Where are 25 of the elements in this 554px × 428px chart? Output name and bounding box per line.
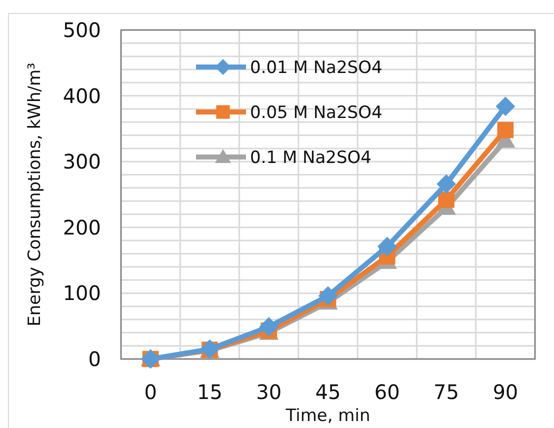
legend-label: 0.05 M Na2SO4 [250,102,382,123]
y-tick-label: 100 [62,281,101,306]
point [497,122,514,138]
x-tick-label: 30 [256,380,282,404]
x-tick-label: 90 [492,380,518,404]
y-tick-label: 300 [62,150,101,174]
y-tick-label: 500 [62,18,101,42]
point [378,236,397,256]
x-axis-title: Time, min [284,406,370,426]
point [438,192,454,208]
x-tick-label: 0 [144,380,157,404]
y-tick-label: 400 [62,84,101,108]
x-tick-label: 60 [374,380,400,404]
point [259,317,278,336]
legend-label: 0.01 M Na2SO4 [250,58,382,78]
point [496,96,515,116]
x-tick-label: 45 [315,380,341,404]
x-tick-label: 75 [434,380,460,404]
y-axis-title: Energy Consumptions, kWh/m³ [25,62,45,326]
point [436,174,456,194]
y-tick-label: 0 [88,347,101,371]
y-tick-label: 200 [62,215,101,240]
x-tick-label: 15 [196,380,222,404]
legend-label: 0.1 M Na2SO4 [250,148,372,168]
point [318,286,338,306]
